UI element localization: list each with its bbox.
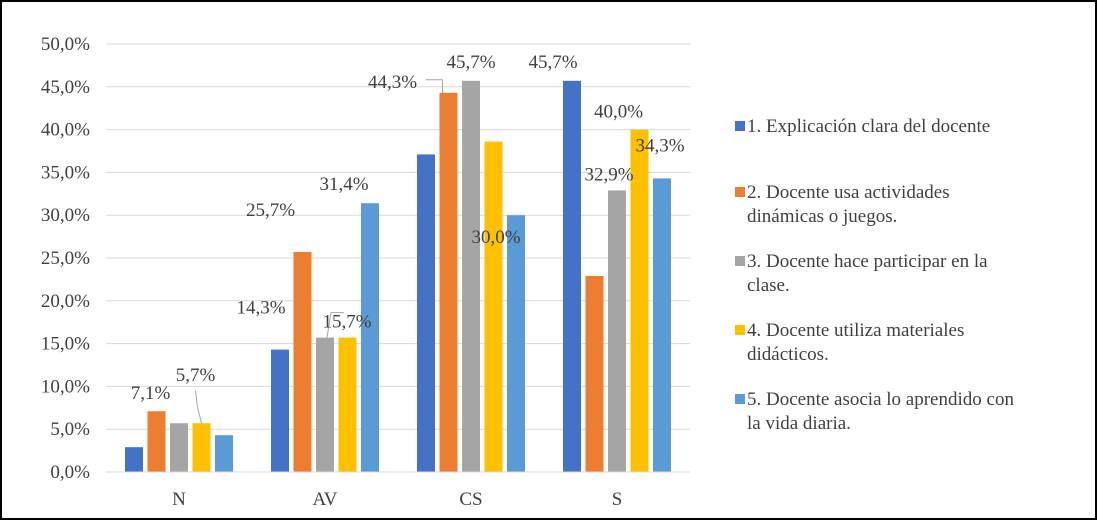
bar	[338, 337, 357, 472]
bar	[147, 411, 166, 472]
label-leader-line	[326, 312, 344, 338]
legend-swatch	[735, 256, 745, 266]
data-label: 7,1%	[131, 383, 171, 404]
legend-swatch	[735, 394, 745, 404]
x-axis-ticks: N AV CS S	[172, 489, 622, 510]
x-tick-label: S	[612, 489, 623, 510]
legend-entry: 4. Docente utiliza materiales didácticos.	[747, 320, 964, 365]
label-leader-line	[425, 79, 443, 93]
x-tick-label: AV	[313, 489, 338, 510]
bar	[563, 80, 581, 473]
data-label: 15,7%	[322, 312, 371, 333]
y-tick-label: 35,0%	[41, 162, 90, 183]
y-tick-label: 40,0%	[41, 120, 90, 141]
data-label: 40,0%	[594, 102, 643, 123]
legend-entry: 1. Explicación clara del docente	[747, 116, 990, 137]
legend-entry: 2. Docente usa actividades dinámicas o ju…	[747, 182, 950, 227]
bar	[361, 203, 379, 472]
gridlines	[106, 43, 690, 430]
y-tick-label: 25,0%	[41, 248, 90, 269]
data-label: 32,9%	[584, 164, 633, 185]
bar	[417, 154, 435, 472]
bars	[125, 80, 671, 473]
bar	[630, 129, 649, 472]
y-tick-label: 30,0%	[41, 205, 90, 226]
legend-entry: 5. Docente asocia lo aprendido con la vid…	[747, 389, 1014, 434]
bar	[215, 435, 233, 472]
data-label: 44,3%	[368, 72, 417, 93]
data-label: 34,3%	[635, 135, 684, 156]
bar	[316, 337, 334, 472]
bar	[271, 349, 289, 472]
label-leader-lines	[195, 79, 443, 424]
data-label: 25,7%	[246, 200, 295, 221]
x-tick-label: CS	[459, 489, 482, 510]
y-tick-label: 0,0%	[50, 462, 90, 483]
bar	[653, 178, 671, 472]
bar	[484, 141, 503, 473]
bar	[293, 252, 312, 472]
x-tick-label: N	[172, 489, 186, 510]
data-label: 5,7%	[176, 365, 216, 386]
data-labels: 14,3% 45,7% 7,1% 25,7% 44,3% 15,7% 45,7% 32,9% 5…	[131, 52, 685, 404]
data-label: 30,0%	[471, 227, 520, 248]
bar	[462, 80, 480, 473]
label-leader-line	[195, 390, 202, 424]
y-tick-label: 20,0%	[41, 291, 90, 312]
bar	[439, 92, 458, 473]
bar	[192, 423, 211, 472]
y-tick-label: 10,0%	[41, 376, 90, 397]
y-tick-label: 50,0%	[41, 34, 90, 55]
data-label: 31,4%	[319, 174, 368, 195]
data-label: 45,7%	[528, 52, 577, 73]
y-tick-label: 5,0%	[50, 419, 90, 440]
data-label: 45,7%	[446, 52, 495, 73]
legend-swatch	[735, 325, 745, 335]
bar	[125, 447, 143, 472]
legend-swatch	[735, 187, 745, 197]
bar	[170, 423, 188, 472]
legend-swatch	[735, 121, 745, 131]
bar	[507, 215, 525, 472]
y-tick-label: 15,0%	[41, 334, 90, 355]
bar	[608, 190, 626, 472]
bar	[585, 275, 604, 472]
legend: 1. Explicación clara del docente 2. Docen…	[735, 116, 1014, 434]
y-axis-ticks: 0,0% 5,0% 10,0% 15,0% 20,0% 25,0% 30,0% 35,0% 40…	[41, 34, 90, 483]
y-tick-label: 45,0%	[41, 77, 90, 98]
legend-entry: 3. Docente hace participar en la clase.	[747, 251, 988, 296]
data-label: 14,3%	[236, 298, 285, 319]
